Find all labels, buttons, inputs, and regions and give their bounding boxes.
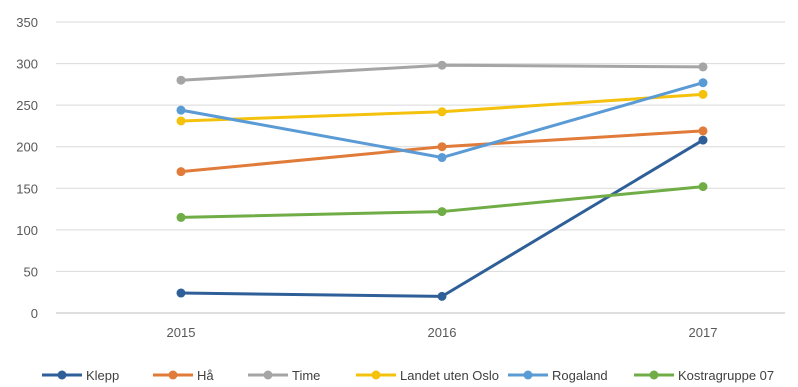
data-point [437, 207, 447, 217]
data-point [437, 60, 447, 70]
data-point [176, 116, 186, 126]
data-point [698, 182, 708, 192]
legend-swatch-marker [371, 370, 381, 380]
y-tick-label: 250 [16, 98, 38, 113]
series-klepp [176, 135, 708, 301]
legend-swatch-marker [263, 370, 273, 380]
x-tick-label: 2016 [428, 325, 457, 340]
series-lines [176, 60, 708, 301]
gridlines [56, 21, 785, 314]
legend-item: Landet uten Oslo [356, 368, 499, 383]
data-point [437, 291, 447, 301]
data-point [698, 89, 708, 99]
data-point [437, 153, 447, 163]
legend-swatch-marker [649, 370, 659, 380]
x-tick-label: 2015 [167, 325, 196, 340]
legend-label: Landet uten Oslo [400, 368, 499, 383]
data-point [176, 212, 186, 222]
data-point [437, 142, 447, 152]
data-point [698, 62, 708, 72]
data-point [437, 107, 447, 117]
legend-label: Klepp [86, 368, 119, 383]
series-line [179, 129, 705, 174]
data-point [176, 288, 186, 298]
legend-item: Klepp [42, 368, 119, 383]
y-tick-label: 150 [16, 181, 38, 196]
legend: Klepp Hå Time Landet uten Oslo Rogaland Kostr… [42, 368, 774, 383]
data-point [698, 135, 708, 145]
data-point [176, 75, 186, 85]
series-time [176, 60, 708, 85]
legend-label: Time [292, 368, 320, 383]
data-point [698, 126, 708, 136]
y-tick-label: 50 [24, 264, 38, 279]
x-axis-ticks: 2015 2016 2017 [167, 325, 718, 340]
series-landet-uten-oslo [176, 89, 708, 126]
y-tick-label: 350 [16, 15, 38, 30]
legend-item: Hå [153, 368, 214, 383]
legend-swatch-marker [168, 370, 178, 380]
legend-label: Hå [197, 368, 214, 383]
data-point [176, 167, 186, 177]
data-point [698, 78, 708, 88]
series-rogaland [176, 78, 708, 163]
x-tick-label: 2017 [689, 325, 718, 340]
y-axis-ticks: 0 50 100 150 200 250 300 350 [16, 15, 38, 321]
series-h- [176, 126, 708, 177]
legend-item: Time [248, 368, 320, 383]
legend-swatch-marker [57, 370, 67, 380]
legend-item: Rogaland [508, 368, 608, 383]
legend-item: Kostragruppe 07 [634, 368, 774, 383]
y-tick-label: 0 [31, 306, 38, 321]
legend-label: Rogaland [552, 368, 608, 383]
y-tick-label: 100 [16, 223, 38, 238]
legend-swatch-marker [523, 370, 533, 380]
y-tick-label: 200 [16, 140, 38, 155]
data-point [176, 105, 186, 115]
y-tick-label: 300 [16, 57, 38, 72]
legend-label: Kostragruppe 07 [678, 368, 774, 383]
series-kostragruppe-07 [176, 182, 708, 222]
